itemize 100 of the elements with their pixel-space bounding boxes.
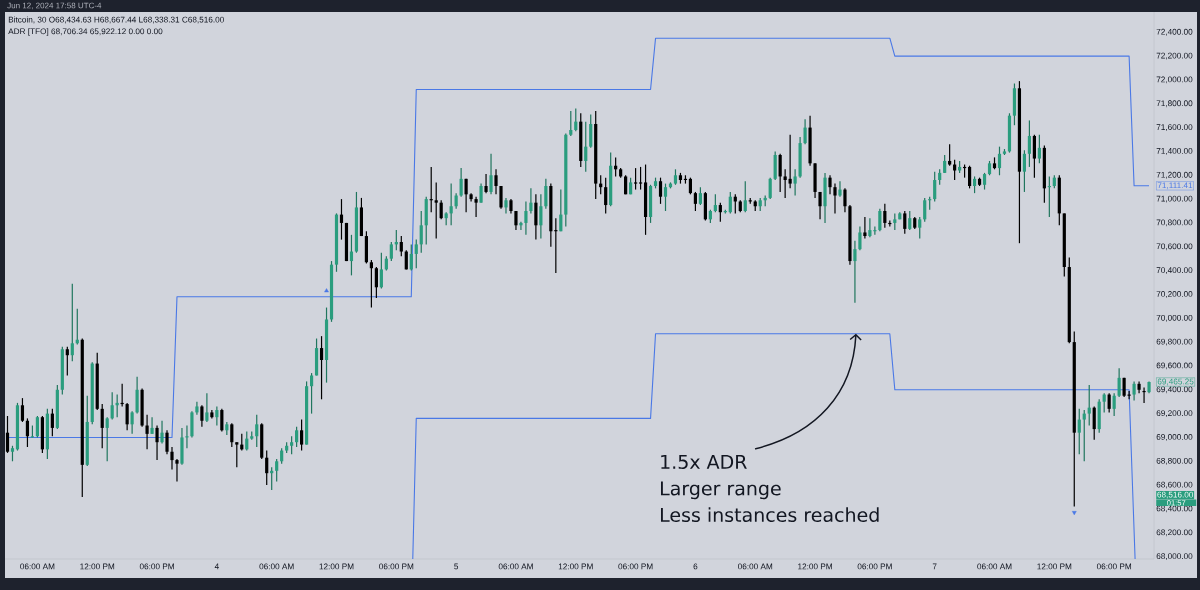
y-tick-label: 71,200.00 [1156, 171, 1193, 179]
y-tick-label: 72,200.00 [1156, 52, 1193, 60]
x-tick-label: 12:00 PM [80, 563, 115, 570]
candlestick [863, 216, 867, 240]
x-tick-label: 6 [693, 563, 698, 570]
x-tick-label: 12:00 PM [558, 563, 593, 570]
candlestick [1122, 376, 1126, 398]
candlestick [374, 266, 378, 299]
chart-title: Bitcoin, 30 O68,434.63 H68,667.44 L68,338.31 C68,516.00 [8, 16, 224, 24]
candlestick [175, 458, 179, 483]
candlestick [843, 187, 847, 213]
candlestick [534, 193, 538, 241]
x-tick-label: 12:00 PM [798, 563, 832, 570]
candlestick [364, 230, 369, 265]
candlestick [25, 417, 30, 448]
y-tick-label: 68,400.00 [1156, 505, 1193, 513]
y-tick-label: 68,600.00 [1156, 481, 1193, 489]
x-tick-label: 7 [932, 563, 937, 570]
candlestick [230, 422, 234, 448]
candlestick [778, 153, 782, 193]
candlestick [40, 415, 44, 454]
y-tick-label: 71,111.41 [1157, 182, 1193, 190]
candlestick [569, 110, 573, 137]
candlestick [484, 173, 488, 194]
candlestick [703, 191, 707, 222]
y-tick-label: 68,800.00 [1156, 457, 1193, 465]
candlestick [464, 177, 468, 213]
candlestick [808, 115, 812, 167]
candlestick [1142, 386, 1146, 404]
candlestick [125, 402, 129, 431]
x-tick-label: 06:00 PM [139, 563, 174, 570]
candlestick [165, 429, 169, 455]
x-tick-label: 4 [214, 563, 219, 570]
candlestick [948, 143, 952, 167]
candlestick [634, 167, 638, 191]
annotation: Larger range [660, 481, 781, 500]
candlestick [100, 403, 104, 449]
candlestick [80, 337, 84, 498]
candlestick [170, 446, 174, 471]
candlestick [693, 191, 698, 212]
candlestick [604, 177, 608, 214]
candlestick [883, 203, 887, 229]
x-tick-label: 06:00 AM [977, 563, 1012, 570]
candlestick [359, 197, 364, 238]
x-tick-label: 12:00 PM [319, 563, 354, 570]
y-tick-label: 71,000.00 [1156, 195, 1193, 203]
annotation: Less instances reached [660, 507, 879, 523]
y-tick-label: 71,800.00 [1156, 100, 1193, 108]
candlestick [434, 181, 438, 240]
y-tick-label: 69,400.00 [1156, 386, 1193, 394]
candlestick [50, 408, 54, 437]
candlestick [1042, 144, 1046, 204]
candlestick [1092, 405, 1096, 441]
candlestick [145, 414, 149, 450]
y-tick-label: 70,600.00 [1156, 243, 1193, 251]
candlestick [20, 397, 25, 423]
candlestick [828, 174, 832, 195]
candlestick [205, 392, 209, 423]
candlestick [499, 185, 503, 210]
y-tick-label: 70,800.00 [1156, 219, 1193, 227]
candlestick [967, 165, 972, 189]
y-tick-label: 70,200.00 [1156, 291, 1193, 298]
x-tick-label: 5 [454, 563, 459, 570]
candlestick [439, 199, 443, 220]
candlestick [494, 168, 498, 195]
candlestick [150, 416, 154, 435]
candlestick [514, 210, 518, 231]
candlestick [579, 112, 583, 168]
candlestick [1032, 134, 1036, 179]
candlestick [1057, 174, 1061, 226]
candlestick [1067, 256, 1071, 344]
candlestick [783, 168, 787, 199]
candlestick [140, 387, 144, 428]
candlestick [449, 183, 453, 226]
candlestick [260, 422, 264, 460]
candlestick [155, 424, 159, 461]
y-tick-label: 71,600.00 [1156, 124, 1193, 131]
candlestick [344, 221, 349, 263]
candlestick [265, 449, 269, 486]
x-tick-label: 06:00 PM [379, 563, 414, 570]
candlestick [1062, 212, 1066, 278]
candlestick [519, 221, 523, 231]
candlestick [818, 190, 822, 220]
x-tick-label: 12:00 PM [1037, 563, 1072, 570]
candlestick [1082, 409, 1086, 462]
candlestick [643, 163, 648, 236]
y-tick-label: 68,000.00 [1156, 553, 1193, 561]
x-tick-label: 06:00 PM [1096, 563, 1132, 570]
y-tick-label: 72,400.00 [1156, 28, 1193, 36]
annotation: 1.5x ADR [661, 454, 747, 470]
candlestick [868, 217, 872, 238]
y-tick-label: 70,400.00 [1156, 267, 1193, 274]
candlestick [1017, 80, 1022, 244]
text: Jun 12, 2024 17:58 UTC-4 [7, 2, 102, 10]
candlestick [658, 177, 663, 205]
candlestick [5, 415, 10, 454]
candlestick [813, 162, 817, 199]
candlestick [1107, 392, 1111, 414]
candlestick [903, 210, 907, 235]
candlestick [594, 110, 598, 200]
